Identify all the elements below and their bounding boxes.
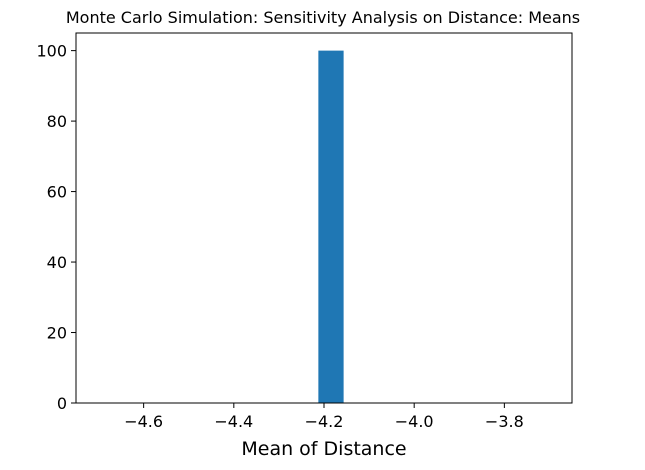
x-tick-label: −4.4 xyxy=(214,412,253,431)
x-tick-label: −4.0 xyxy=(395,412,434,431)
x-axis-label: Mean of Distance xyxy=(241,438,406,460)
y-tick-label: 20 xyxy=(47,324,67,343)
bars-layer xyxy=(318,50,344,403)
y-tick-label: 60 xyxy=(47,183,67,202)
chart-title: Monte Carlo Simulation: Sensitivity Anal… xyxy=(66,8,580,27)
plot-area-frame xyxy=(75,32,573,404)
x-tick-label: −4.2 xyxy=(305,412,344,431)
histogram-bar-0 xyxy=(318,50,344,403)
x-axis-ticks: −4.6 −4.4 −4.2 −4.0 −3.8 xyxy=(124,403,524,431)
y-axis-ticks: 0 20 40 60 80 100 xyxy=(36,42,76,413)
x-tick-label: −4.6 xyxy=(124,412,163,431)
y-tick-label: 80 xyxy=(47,112,67,131)
y-tick-label: 40 xyxy=(47,253,67,272)
x-tick-label: −3.8 xyxy=(485,412,524,431)
y-tick-label: 100 xyxy=(36,42,67,61)
y-tick-label: 0 xyxy=(57,394,67,413)
